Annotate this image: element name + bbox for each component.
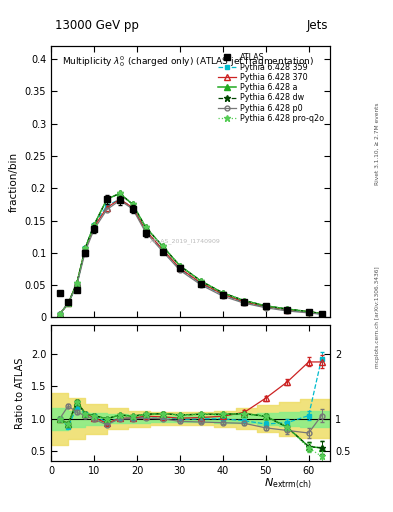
- Text: Jets: Jets: [307, 19, 328, 32]
- Y-axis label: Ratio to ATLAS: Ratio to ATLAS: [15, 357, 25, 429]
- Text: ATLAS_2019_I1740909: ATLAS_2019_I1740909: [150, 239, 220, 244]
- X-axis label: $N_{\mathregular{extrm(ch)}}$: $N_{\mathregular{extrm(ch)}}$: [264, 477, 312, 492]
- Legend: ATLAS, Pythia 6.428 359, Pythia 6.428 370, Pythia 6.428 a, Pythia 6.428 dw, Pyth: ATLAS, Pythia 6.428 359, Pythia 6.428 37…: [215, 50, 326, 125]
- Text: Multiplicity $\lambda_0^0$ (charged only) (ATLAS jet fragmentation): Multiplicity $\lambda_0^0$ (charged only…: [62, 54, 314, 69]
- Y-axis label: fraction/bin: fraction/bin: [9, 152, 19, 212]
- Text: mcplots.cern.ch [arXiv:1306.3436]: mcplots.cern.ch [arXiv:1306.3436]: [375, 267, 380, 368]
- Text: 13000 GeV pp: 13000 GeV pp: [55, 19, 139, 32]
- Text: Rivet 3.1.10, ≥ 2.7M events: Rivet 3.1.10, ≥ 2.7M events: [375, 102, 380, 185]
